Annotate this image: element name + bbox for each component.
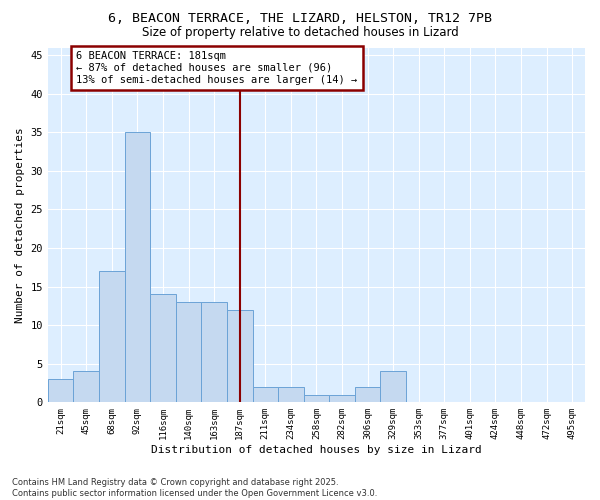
Text: Contains HM Land Registry data © Crown copyright and database right 2025.
Contai: Contains HM Land Registry data © Crown c… — [12, 478, 377, 498]
Bar — [227, 310, 253, 402]
Bar — [73, 372, 99, 402]
Y-axis label: Number of detached properties: Number of detached properties — [15, 127, 25, 323]
Bar — [355, 387, 380, 402]
Bar — [278, 387, 304, 402]
Bar — [176, 302, 202, 402]
Bar — [125, 132, 150, 402]
Bar — [380, 372, 406, 402]
Bar — [202, 302, 227, 402]
Bar — [48, 379, 73, 402]
Bar — [99, 271, 125, 402]
Text: 6, BEACON TERRACE, THE LIZARD, HELSTON, TR12 7PB: 6, BEACON TERRACE, THE LIZARD, HELSTON, … — [108, 12, 492, 26]
Text: 6 BEACON TERRACE: 181sqm
← 87% of detached houses are smaller (96)
13% of semi-d: 6 BEACON TERRACE: 181sqm ← 87% of detach… — [76, 52, 357, 84]
Bar — [150, 294, 176, 403]
Bar — [329, 394, 355, 402]
Bar — [253, 387, 278, 402]
Text: Size of property relative to detached houses in Lizard: Size of property relative to detached ho… — [142, 26, 458, 39]
X-axis label: Distribution of detached houses by size in Lizard: Distribution of detached houses by size … — [151, 445, 482, 455]
Bar — [304, 394, 329, 402]
